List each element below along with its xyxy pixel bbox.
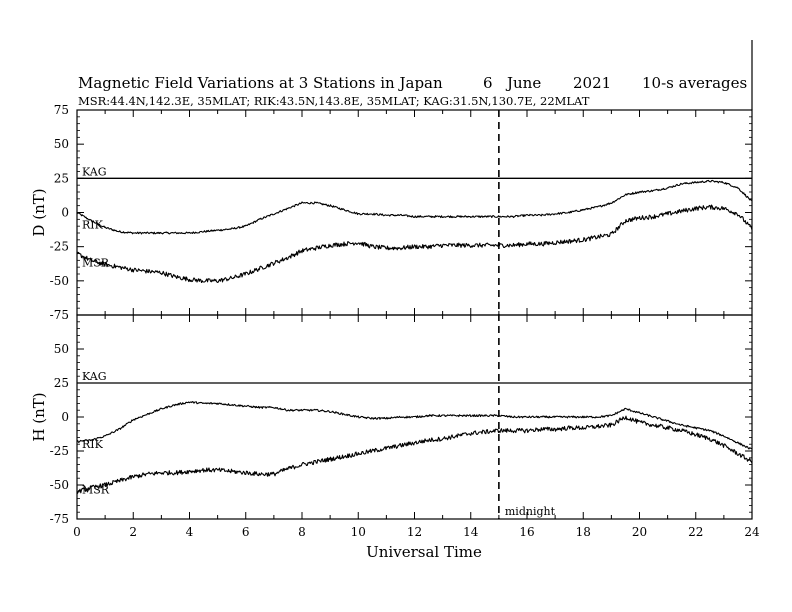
x-tick-label: 16 [519,525,534,539]
y-axis-title: D (nT) [30,188,48,236]
y-tick-label: -25 [50,240,69,254]
y-tick-label: 0 [61,206,69,220]
series-label-rik: RIK [82,438,104,451]
series-label-msr: MSR [82,484,110,497]
title-day: 6 [483,74,493,92]
y-tick-label: 25 [54,171,69,185]
series-line-rik [77,401,753,450]
x-tick-label: 22 [688,525,703,539]
y-tick-label: 25 [54,376,69,390]
x-tick-label: 4 [186,525,194,539]
title-averaging: 10-s averages [642,74,747,92]
y-tick-label: 75 [54,103,69,117]
midnight-label: midnight [505,505,556,518]
series-line-msr [76,415,753,495]
y-tick-label: 0 [61,410,69,424]
title-month: June [505,74,541,92]
series-label-kag: KAG [82,165,107,178]
y-axis-title: H (nT) [30,392,48,441]
title-year: 2021 [573,74,611,92]
x-tick-label: 8 [298,525,306,539]
series-label-rik: RIK [82,219,104,232]
x-tick-label: 6 [242,525,250,539]
y-tick-label: -50 [50,274,69,288]
x-tick-label: 18 [576,525,591,539]
series-line-rik [76,179,753,235]
x-tick-label: 20 [632,525,647,539]
x-tick-label: 24 [744,525,760,539]
y-tick-label: -50 [50,478,69,492]
y-tick-label: 50 [54,342,69,356]
chart-title: Magnetic Field Variations at 3 Stations … [78,74,443,92]
series-line-msr [76,204,753,284]
series-label-msr: MSR [82,256,110,269]
y-tick-label: 50 [54,137,69,151]
x-tick-label: 2 [129,525,137,539]
y-tick-label: -75 [50,308,69,322]
x-tick-label: 14 [463,525,479,539]
chart-subtitle: MSR:44.4N,142.3E, 35MLAT; RIK:43.5N,143.… [78,94,590,108]
y-tick-label: -75 [50,512,69,526]
x-axis-title: Universal Time [366,543,482,561]
x-tick-label: 10 [351,525,366,539]
y-tick-label: -25 [50,444,69,458]
x-tick-label: 12 [407,525,422,539]
x-tick-label: 0 [73,525,81,539]
panel-frame [76,109,753,316]
series-label-kag: KAG [82,370,107,383]
panels: 75 50 25 0 -25 -50 -75 D (nT) KAG RIK MSR 50 25 0 -25 -… [30,103,760,539]
